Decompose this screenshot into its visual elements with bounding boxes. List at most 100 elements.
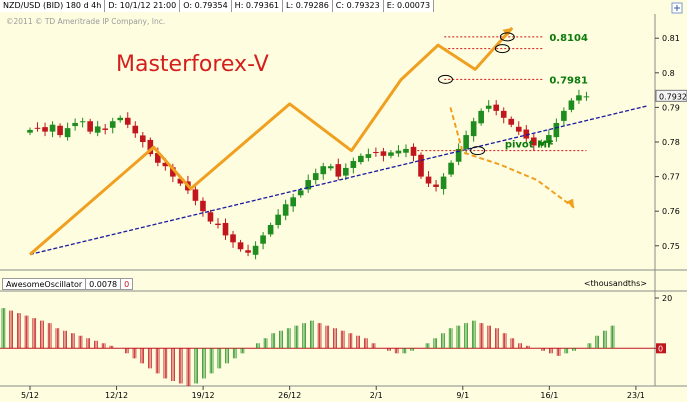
level-label: 0.8104 — [549, 33, 588, 44]
open-label: O: 0.79354 — [180, 0, 232, 12]
candle-body — [102, 128, 109, 130]
wave-path — [29, 26, 514, 256]
last-price-box — [655, 89, 687, 102]
candle-body — [455, 148, 462, 162]
candle-body — [215, 223, 221, 226]
candle-body — [425, 176, 432, 184]
candle-body — [117, 117, 124, 121]
trend-line — [29, 105, 649, 256]
x-tick-label: 12/12 — [105, 391, 128, 400]
candle-body — [147, 139, 154, 155]
y-tick-label: 0.8 — [662, 69, 675, 78]
low-label: L: 0.79286 — [283, 0, 333, 12]
date-label: D: 10/1/12 21:00 — [105, 0, 181, 12]
candle-body — [515, 126, 522, 132]
symbol-label[interactable]: NZD/USD (BID) 180 d 4h — [0, 0, 106, 12]
candle-body — [200, 200, 206, 212]
candle-body — [493, 104, 500, 111]
candle-body — [162, 162, 169, 167]
candle-body — [170, 167, 176, 177]
y-tick-label: 0.76 — [662, 207, 680, 216]
candle-body — [523, 129, 530, 139]
candle-body — [94, 126, 101, 133]
candle-body — [252, 245, 259, 255]
candle-body — [297, 190, 304, 196]
projection-arrow-icon — [566, 198, 575, 208]
candle-body — [49, 124, 56, 132]
candle-body — [373, 152, 379, 154]
candle-body — [207, 212, 214, 222]
x-tick-label: 9/1 — [456, 391, 469, 400]
candle-body — [109, 121, 116, 128]
candle-body — [433, 184, 439, 187]
high-label: H: 0.79361 — [231, 0, 284, 12]
candle-body — [139, 135, 146, 142]
candle-body — [508, 118, 515, 125]
candle-body — [222, 222, 229, 236]
candle-body — [132, 125, 139, 134]
x-tick-label: 19/12 — [192, 391, 215, 400]
wave-arrow-icon — [502, 27, 513, 36]
oscillator-unit: <thousandths> — [583, 279, 647, 288]
candle-body — [478, 110, 484, 124]
candle-body — [538, 142, 545, 146]
osc-y-tick-label: 20 — [662, 294, 672, 303]
candle-body — [155, 153, 161, 163]
candle-body — [358, 155, 364, 163]
candle-body — [410, 146, 417, 156]
window-corner-icon[interactable] — [671, 2, 683, 14]
candle-body — [245, 250, 251, 253]
marker-circle — [437, 74, 453, 84]
candle-body — [237, 242, 244, 250]
candle-body — [403, 148, 409, 153]
candle-body — [260, 235, 266, 244]
y-tick-label: 0.78 — [662, 138, 680, 147]
close-label: C: 0.79323 — [332, 0, 384, 12]
level-label: pivot MF — [505, 140, 554, 151]
candle-body — [282, 204, 289, 216]
candle-body — [500, 110, 507, 118]
candle-body — [230, 234, 236, 243]
marker-circle — [470, 146, 486, 156]
candle-body — [267, 225, 274, 235]
candle-body — [290, 197, 296, 207]
oscillator-header: AwesomeOscillator 0.0078 0 — [2, 278, 134, 290]
candle-body — [530, 137, 537, 146]
candle-body — [335, 164, 342, 177]
y-tick-label: 0.81 — [662, 34, 680, 43]
y-tick-label: 0.79 — [662, 103, 680, 112]
quote-header: NZD/USD (BID) 180 d 4h D: 10/1/12 21:00 … — [0, 0, 435, 12]
candle-body — [177, 178, 184, 184]
candle-body — [72, 122, 78, 127]
candle-body — [34, 127, 41, 129]
marker-circle — [494, 44, 510, 54]
candle-body — [27, 129, 33, 133]
marker-circle — [499, 32, 515, 42]
candle-body — [388, 152, 394, 156]
candle-body — [42, 127, 48, 132]
candle-body — [305, 180, 312, 190]
candle-body — [343, 167, 349, 176]
candle-body — [470, 121, 477, 137]
x-tick-label: 23/1 — [627, 391, 645, 400]
candle-body — [64, 128, 71, 138]
candle-body — [192, 189, 199, 201]
candle-body — [320, 166, 327, 175]
candle-body — [57, 125, 63, 136]
candle-body — [312, 173, 319, 181]
candle-body — [365, 154, 372, 158]
brand-watermark: Masterforex-V — [116, 52, 269, 77]
candle-body — [583, 96, 590, 98]
oscillator-title[interactable]: AwesomeOscillator — [2, 278, 87, 290]
level-label: 0.7981 — [549, 75, 588, 86]
copyright: ©2011 © TD Ameritrade IP Company, Inc. — [6, 17, 166, 26]
osc-y-tick-label: 0 — [658, 344, 663, 353]
candle-body — [448, 162, 454, 175]
y-tick-label: 0.75 — [662, 242, 680, 251]
candle-body — [546, 135, 552, 144]
x-tick-label: 2/1 — [370, 391, 383, 400]
candle-body — [568, 100, 575, 110]
oscillator-value2: 0 — [121, 278, 134, 290]
